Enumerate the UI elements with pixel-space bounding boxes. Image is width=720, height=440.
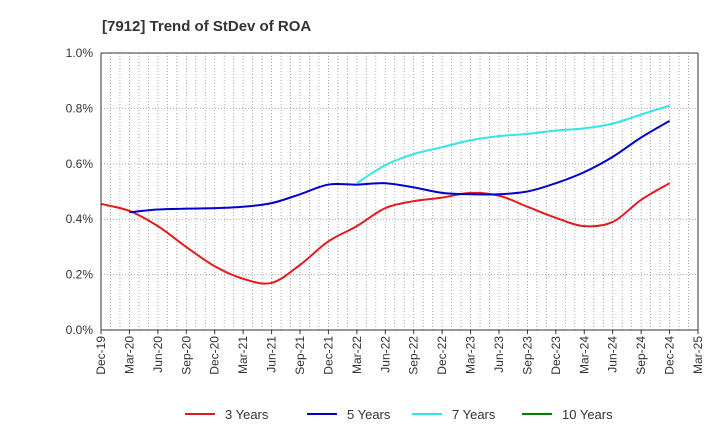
y-tick-labels: 0.0% 0.2% 0.4% 0.6% 0.8% 1.0% [66, 46, 94, 337]
series-line-5-years [129, 120, 671, 214]
series-line-7-years [356, 104, 670, 185]
x-tick-label: Jun-24 [606, 336, 620, 373]
x-tick-label: Sep-24 [634, 336, 648, 375]
x-tick-label: Dec-23 [549, 336, 563, 375]
x-tick-label: Dec-21 [321, 336, 335, 375]
x-tick-label: Mar-21 [236, 336, 250, 374]
x-tick-label: Sep-21 [293, 336, 307, 375]
y-tick-label: 0.2% [66, 268, 94, 282]
plot-area [101, 53, 698, 330]
x-tick-label: Dec-24 [663, 336, 677, 375]
x-tick-label: Dec-19 [94, 336, 108, 375]
x-tick-label: Jun-22 [378, 336, 392, 373]
grid [100, 52, 699, 331]
y-tick-label: 0.6% [66, 157, 94, 171]
x-tick-label: Jun-21 [265, 336, 279, 373]
legend-label-5-years: 5 Years [347, 407, 391, 422]
x-tick-label: Dec-22 [435, 336, 449, 375]
series-group [100, 104, 671, 285]
x-tick-label: Sep-20 [179, 336, 193, 375]
legend-label-10-years: 10 Years [562, 407, 613, 422]
x-tick-labels: Dec-19 Mar-20 Jun-20 Sep-20 Dec-20 Mar-21 Jun-… [94, 330, 705, 375]
y-tick-label: 0.0% [66, 323, 94, 337]
x-tick-label: Jun-23 [492, 336, 506, 373]
x-tick-label: Dec-20 [208, 336, 222, 375]
y-tick-label: 1.0% [66, 46, 94, 60]
x-tick-label: Mar-24 [577, 336, 591, 374]
legend: 3 Years 5 Years 7 Years 10 Years [185, 407, 613, 422]
y-tick-label: 0.8% [66, 101, 94, 115]
series-line-3-years [100, 182, 671, 285]
chart-title: [7912] Trend of StDev of ROA [102, 18, 311, 35]
x-tick-label: Sep-23 [520, 336, 534, 375]
y-tick-label: 0.4% [66, 212, 94, 226]
legend-label-3-years: 3 Years [225, 407, 269, 422]
x-tick-label: Sep-22 [407, 336, 421, 375]
x-tick-label: Mar-22 [350, 336, 364, 374]
x-tick-label: Mar-23 [464, 336, 478, 374]
x-tick-label: Mar-25 [691, 336, 705, 374]
legend-label-7-years: 7 Years [452, 407, 496, 422]
x-tick-label: Mar-20 [122, 336, 136, 374]
x-tick-label: Jun-20 [151, 336, 165, 373]
